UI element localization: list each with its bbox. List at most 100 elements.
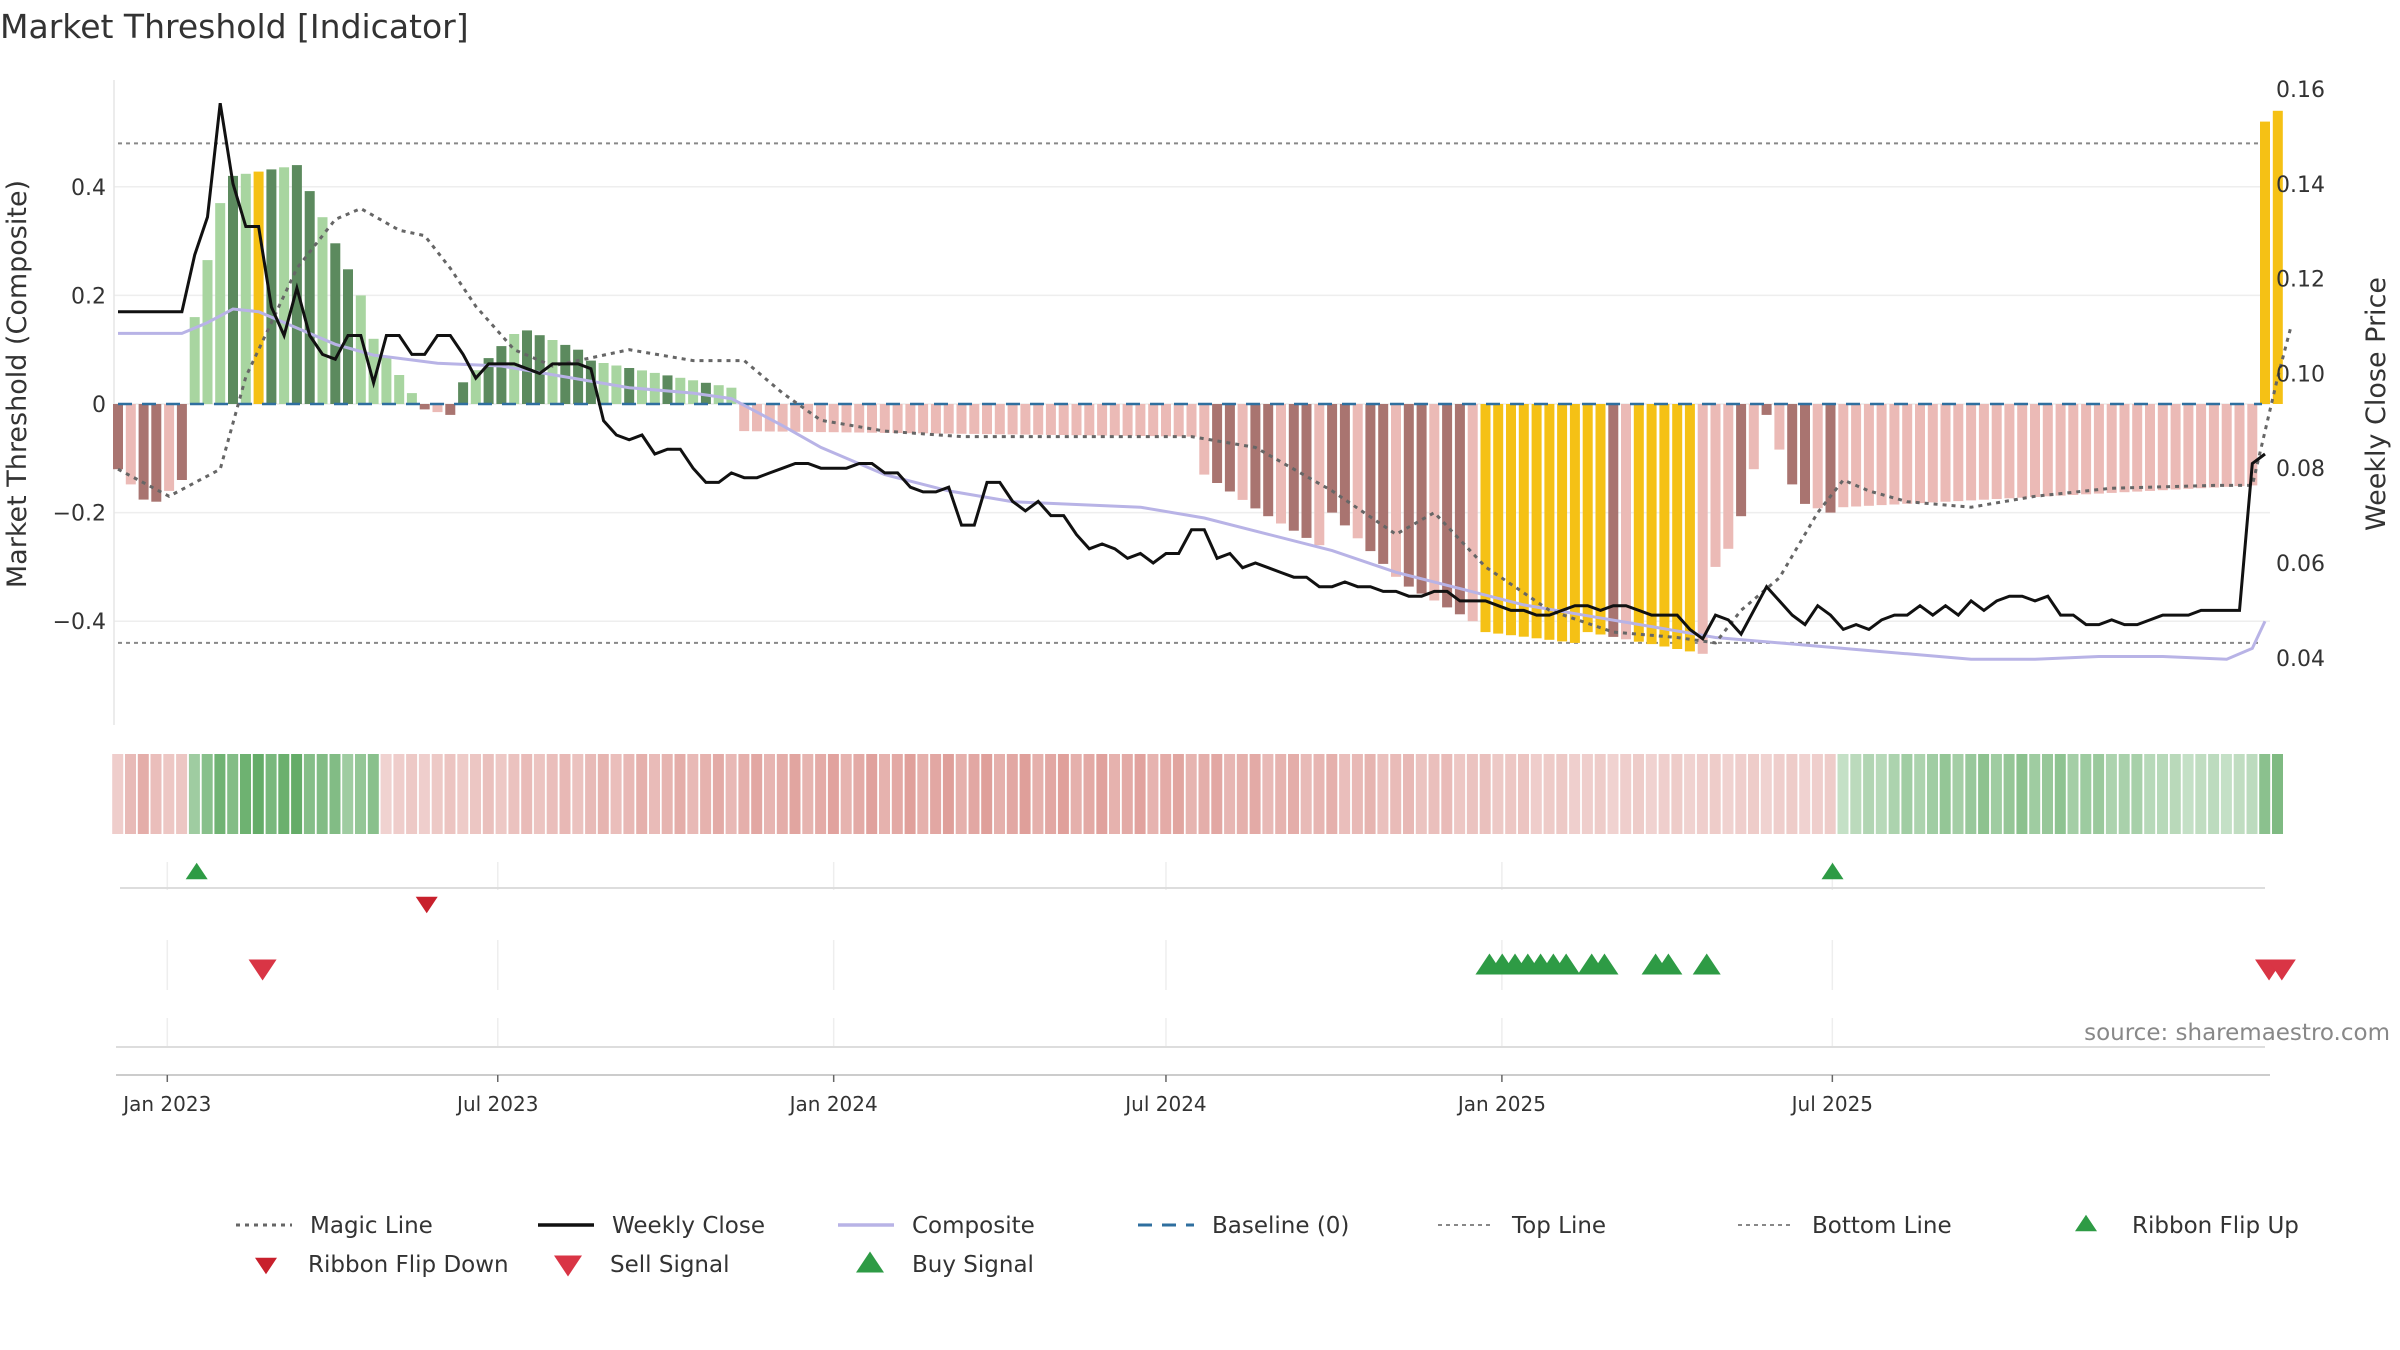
bar-week-64 bbox=[930, 404, 941, 434]
bar-week-139 bbox=[1889, 404, 1900, 505]
bar-week-0 bbox=[113, 404, 123, 470]
ribbon-week-3 bbox=[150, 754, 162, 834]
ribbon-week-39 bbox=[610, 754, 622, 834]
ribbon-week-133 bbox=[1811, 754, 1823, 834]
x-tick-label-2: Jan 2024 bbox=[788, 1092, 878, 1116]
bar-week-118 bbox=[1621, 404, 1631, 640]
ribbon-week-9 bbox=[227, 754, 239, 834]
bar-week-73 bbox=[1045, 404, 1056, 435]
bar-week-149 bbox=[2017, 404, 2028, 498]
legend-label: Sell Signal bbox=[610, 1252, 730, 1278]
legend-item-3: Baseline (0) bbox=[1138, 1213, 1349, 1239]
legend-label: Ribbon Flip Down bbox=[308, 1252, 509, 1278]
ribbon-week-26 bbox=[444, 754, 456, 834]
ribbon-week-120 bbox=[1645, 754, 1657, 834]
legend-item-6: Ribbon Flip Up bbox=[2075, 1213, 2299, 1239]
ribbon-week-156 bbox=[2105, 754, 2117, 834]
ribbon-week-75 bbox=[1070, 754, 1082, 834]
ribbon-week-2 bbox=[137, 754, 149, 834]
ribbon-week-80 bbox=[1134, 754, 1146, 834]
legend-swatch bbox=[2075, 1214, 2097, 1232]
bar-week-3 bbox=[151, 404, 162, 502]
y2-axis-label: Weekly Close Price bbox=[2361, 277, 2392, 531]
bar-week-4 bbox=[164, 404, 175, 491]
ribbon-week-132 bbox=[1799, 754, 1811, 834]
ribbon-week-13 bbox=[278, 754, 290, 834]
ribbon-week-122 bbox=[1671, 754, 1683, 834]
bar-week-19 bbox=[355, 295, 366, 404]
ribbon-flip-up-marker bbox=[1821, 862, 1844, 880]
bar-week-159 bbox=[2145, 404, 2155, 491]
bar-week-131 bbox=[1787, 404, 1798, 485]
composite-line bbox=[118, 307, 2267, 661]
bar-week-35 bbox=[560, 344, 571, 404]
ribbon-week-143 bbox=[1939, 754, 1951, 834]
ribbon-week-63 bbox=[917, 754, 929, 834]
ribbon-week-127 bbox=[1735, 754, 1747, 834]
sell-signal-marker bbox=[2267, 959, 2296, 981]
ribbon-week-90 bbox=[1262, 754, 1274, 834]
ribbon-week-32 bbox=[521, 754, 533, 834]
bar-week-97 bbox=[1352, 404, 1363, 539]
legend-label: Weekly Close bbox=[612, 1213, 765, 1239]
bar-week-154 bbox=[2081, 404, 2092, 495]
bar-week-105 bbox=[1454, 404, 1465, 615]
y-tick-label-2: 0 bbox=[92, 393, 106, 418]
bar-week-20 bbox=[368, 338, 379, 404]
ribbon-week-92 bbox=[1288, 754, 1299, 834]
ribbon-week-73 bbox=[1045, 754, 1057, 834]
ribbon-week-139 bbox=[1888, 754, 1900, 834]
bar-week-61 bbox=[892, 404, 903, 433]
ribbon-week-14 bbox=[291, 754, 303, 834]
bar-week-95 bbox=[1327, 404, 1338, 513]
ribbon-week-113 bbox=[1556, 754, 1568, 834]
ribbon-week-62 bbox=[904, 754, 916, 834]
ribbon-week-168 bbox=[2259, 754, 2271, 834]
ribbon-week-7 bbox=[201, 754, 213, 834]
ribbon-week-25 bbox=[431, 754, 443, 834]
bar-week-94 bbox=[1314, 404, 1325, 546]
ribbon-week-121 bbox=[1658, 754, 1670, 834]
ribbon-week-126 bbox=[1722, 754, 1734, 834]
bar-week-48 bbox=[726, 387, 737, 404]
bar-week-72 bbox=[1033, 404, 1044, 435]
bar-week-53 bbox=[790, 404, 801, 432]
bar-week-99 bbox=[1378, 404, 1389, 564]
bar-week-156 bbox=[2106, 404, 2117, 493]
ribbon-week-72 bbox=[1032, 754, 1044, 834]
bar-week-146 bbox=[1978, 404, 1989, 500]
ribbon-week-6 bbox=[188, 754, 200, 834]
bar-week-76 bbox=[1084, 404, 1095, 436]
bar-week-107 bbox=[1480, 404, 1491, 633]
bar-week-62 bbox=[905, 404, 916, 434]
legend-item-5: Bottom Line bbox=[1738, 1213, 1952, 1239]
ribbon-week-152 bbox=[2054, 754, 2066, 834]
legend-label: Ribbon Flip Up bbox=[2132, 1213, 2299, 1239]
ribbon-week-134 bbox=[1824, 754, 1836, 834]
y2-tick-label-2: 0.12 bbox=[2276, 268, 2325, 293]
legend-label: Composite bbox=[912, 1213, 1035, 1239]
bar-week-116 bbox=[1595, 404, 1606, 635]
ribbon-week-16 bbox=[316, 754, 328, 834]
bar-week-135 bbox=[1838, 404, 1849, 508]
legend-item-7: Ribbon Flip Down bbox=[255, 1252, 509, 1278]
legend-label: Bottom Line bbox=[1812, 1213, 1952, 1239]
ribbon-week-123 bbox=[1684, 754, 1696, 834]
bar-week-47 bbox=[713, 385, 724, 404]
bar-week-162 bbox=[2183, 404, 2194, 489]
legend-label: Baseline (0) bbox=[1212, 1213, 1349, 1239]
bar-week-168 bbox=[2260, 121, 2270, 404]
ribbon-week-23 bbox=[406, 754, 418, 834]
ribbon-week-108 bbox=[1492, 754, 1504, 834]
bar-week-89 bbox=[1250, 404, 1261, 509]
buy-signal-marker bbox=[1590, 953, 1619, 975]
bar-week-100 bbox=[1391, 404, 1401, 577]
bar-week-75 bbox=[1071, 404, 1082, 436]
bar-week-127 bbox=[1736, 404, 1747, 517]
legend-swatch bbox=[554, 1255, 582, 1277]
bar-week-65 bbox=[943, 404, 954, 434]
bar-week-66 bbox=[956, 404, 967, 434]
ribbon-week-97 bbox=[1351, 754, 1363, 834]
buy-signal-marker bbox=[1654, 953, 1683, 975]
ribbon-week-95 bbox=[1326, 754, 1338, 834]
